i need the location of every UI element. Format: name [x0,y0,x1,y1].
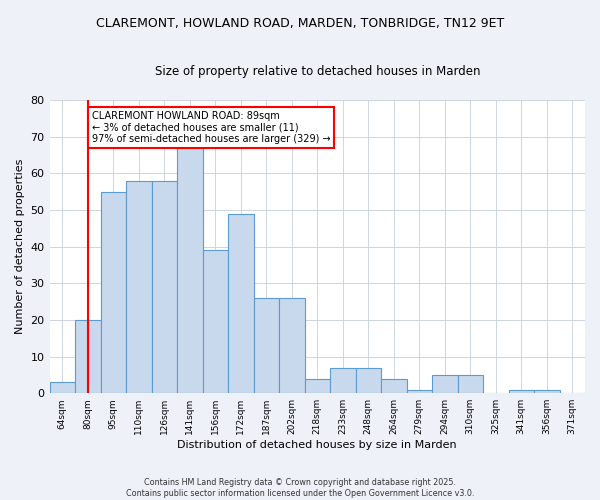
Bar [509,390,534,393]
Title: Size of property relative to detached houses in Marden: Size of property relative to detached ho… [155,65,480,78]
Text: Contains HM Land Registry data © Crown copyright and database right 2025.
Contai: Contains HM Land Registry data © Crown c… [126,478,474,498]
Text: CLAREMONT HOWLAND ROAD: 89sqm
← 3% of detached houses are smaller (11)
97% of se: CLAREMONT HOWLAND ROAD: 89sqm ← 3% of de… [92,111,330,144]
Bar [305,378,330,393]
X-axis label: Distribution of detached houses by size in Marden: Distribution of detached houses by size … [178,440,457,450]
Text: CLAREMONT, HOWLAND ROAD, MARDEN, TONBRIDGE, TN12 9ET: CLAREMONT, HOWLAND ROAD, MARDEN, TONBRID… [96,18,504,30]
Bar [356,368,381,393]
Bar [407,390,432,393]
Bar [177,140,203,393]
Bar [152,180,177,393]
Bar [381,378,407,393]
Bar [126,180,152,393]
Bar [254,298,279,393]
Bar [50,382,75,393]
Bar [534,390,560,393]
Bar [75,320,101,393]
Bar [279,298,305,393]
Bar [228,214,254,393]
Bar [432,375,458,393]
Y-axis label: Number of detached properties: Number of detached properties [15,159,25,334]
Bar [101,192,126,393]
Bar [458,375,483,393]
Bar [203,250,228,393]
Bar [330,368,356,393]
